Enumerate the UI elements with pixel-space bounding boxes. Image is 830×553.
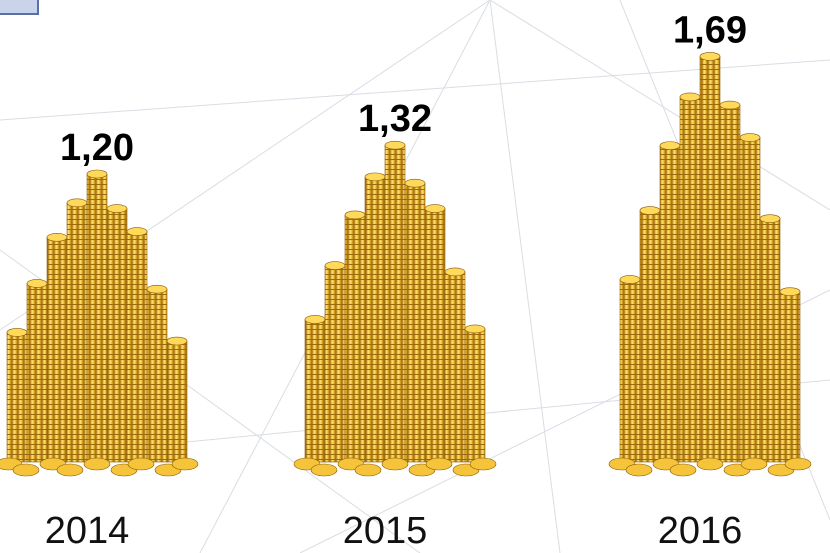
coin-top bbox=[679, 92, 701, 102]
coin-stack bbox=[779, 291, 801, 463]
coin-top bbox=[344, 210, 366, 220]
coin-stack bbox=[719, 104, 741, 463]
coin-top bbox=[779, 287, 801, 296]
value-label: 1,20 bbox=[60, 127, 134, 169]
coin-stack bbox=[444, 271, 466, 463]
coin-top bbox=[739, 133, 761, 142]
toolbar-button[interactable] bbox=[0, 0, 39, 15]
coin-top bbox=[324, 261, 346, 270]
loose-coin bbox=[83, 457, 111, 471]
coin-top bbox=[6, 328, 28, 337]
value-label: 1,32 bbox=[358, 98, 432, 140]
category-label: 2016 bbox=[658, 510, 743, 552]
loose-coin bbox=[354, 463, 382, 477]
coin-stack bbox=[384, 144, 406, 463]
coin-stack bbox=[679, 96, 701, 463]
loose-coin bbox=[669, 463, 697, 477]
coin-stack bbox=[739, 137, 761, 463]
coin-top bbox=[146, 284, 168, 294]
coin-top bbox=[719, 100, 741, 110]
coin-stack bbox=[344, 214, 366, 463]
loose-coin bbox=[127, 457, 155, 471]
coin-top bbox=[26, 279, 48, 288]
loose-coin bbox=[56, 463, 84, 477]
loose-coin bbox=[625, 463, 653, 477]
category-label: 2014 bbox=[45, 510, 130, 552]
loose-coin bbox=[469, 457, 497, 471]
coin-stack bbox=[619, 279, 641, 463]
loose-coin bbox=[12, 463, 40, 477]
plot-area: 1,20 2014 1,32 2015 1,69 2016 bbox=[0, 9, 812, 552]
coin-stack bbox=[424, 208, 446, 463]
loose-coin bbox=[171, 457, 199, 471]
loose-coin bbox=[784, 457, 812, 471]
loose-coin bbox=[696, 457, 724, 471]
coin-top bbox=[384, 140, 406, 150]
coin-stack bbox=[404, 182, 426, 463]
coin-top bbox=[464, 324, 486, 334]
coin-pile bbox=[293, 140, 497, 477]
loose-coin bbox=[310, 463, 338, 477]
coin-stack bbox=[304, 319, 326, 463]
coin-top bbox=[304, 315, 326, 324]
coin-top bbox=[444, 267, 466, 277]
coin-top bbox=[699, 52, 721, 61]
coin-top bbox=[106, 204, 128, 213]
coin-stack bbox=[46, 237, 68, 463]
coin-top bbox=[659, 141, 681, 150]
coin-stack bbox=[86, 173, 108, 463]
loose-coin bbox=[381, 457, 409, 471]
coin-pile bbox=[0, 169, 199, 477]
coin-top bbox=[66, 198, 88, 208]
coin-top bbox=[166, 336, 188, 346]
coin-stack bbox=[639, 210, 661, 463]
coin-stack bbox=[126, 231, 148, 463]
coin-stack bbox=[166, 340, 188, 463]
coin-stack bbox=[659, 145, 681, 463]
coin-stack bbox=[66, 202, 88, 463]
coin-stack bbox=[759, 218, 781, 463]
coin-pile bbox=[608, 52, 812, 477]
coin-top bbox=[126, 227, 148, 236]
coin-stack bbox=[146, 288, 168, 463]
category-label: 2015 bbox=[343, 510, 428, 552]
coin-top bbox=[364, 172, 386, 182]
coin-top bbox=[404, 178, 426, 188]
coin-stack bbox=[106, 208, 128, 463]
coin-stack bbox=[464, 328, 486, 463]
coin-stack bbox=[26, 283, 48, 463]
coin-stack bbox=[6, 332, 28, 463]
coin-stack bbox=[324, 265, 346, 463]
value-label: 1,69 bbox=[673, 9, 747, 51]
coin-stack bbox=[699, 56, 721, 463]
coin-top bbox=[86, 169, 108, 179]
coin-top bbox=[759, 214, 781, 223]
coin-top bbox=[46, 233, 68, 242]
loose-coin bbox=[740, 457, 768, 471]
coin-top bbox=[639, 206, 661, 215]
loose-coin bbox=[425, 457, 453, 471]
coin-top bbox=[424, 204, 446, 213]
coin-stack bbox=[364, 176, 386, 463]
coin-top bbox=[619, 275, 641, 284]
